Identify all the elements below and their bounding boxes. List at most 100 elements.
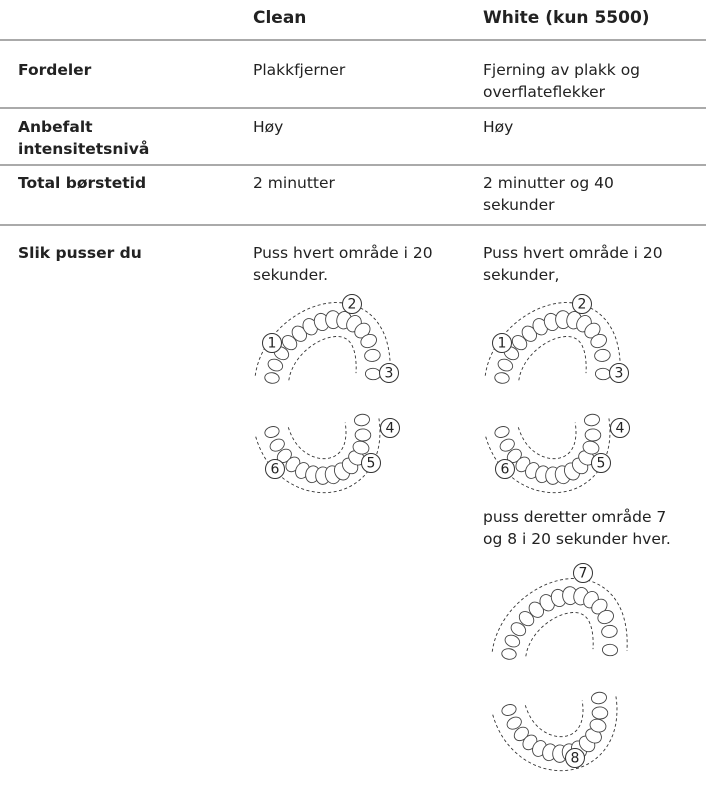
tooth (591, 691, 607, 705)
zone-marker (342, 294, 362, 314)
zone-marker (379, 363, 399, 383)
line: 2 minutter og 40 (483, 174, 614, 192)
zone-number: 7 (579, 566, 588, 582)
line: 2 minutter (253, 174, 335, 192)
teeth-diagram: 4 5 6 (485, 413, 630, 494)
zone-number: 6 (271, 462, 280, 478)
tooth (494, 426, 510, 438)
row-label: Slik pusser du (18, 244, 142, 262)
teeth-diagram: 7 (491, 563, 628, 660)
tooth (584, 413, 600, 427)
zone-outline (524, 700, 584, 738)
zone-outline (492, 695, 618, 772)
cell: Puss hvert område i 20 sekunder, (483, 242, 663, 286)
zone-outline (525, 612, 594, 657)
zone-outline (288, 336, 357, 381)
tooth (589, 718, 607, 733)
tooth (264, 372, 280, 384)
zone-number: 2 (578, 297, 587, 313)
zone-marker (380, 418, 400, 438)
zone-marker (361, 453, 381, 473)
zone-number: 5 (367, 456, 376, 472)
line: Fordeler (18, 61, 92, 79)
zone-marker (573, 563, 593, 583)
line: overflateflekker (483, 83, 606, 101)
tooth (364, 348, 381, 362)
tooth (518, 611, 535, 627)
zone-number: 1 (268, 336, 277, 352)
zone-marker (572, 294, 592, 314)
tooth (506, 716, 522, 730)
tooth (494, 372, 510, 384)
zone-number: 6 (501, 462, 510, 478)
zone-marker (591, 453, 611, 473)
cell: Høy (483, 116, 513, 138)
zone-marker (262, 333, 282, 353)
tooth (511, 335, 528, 351)
teeth-diagram: 1 2 3 (254, 294, 399, 384)
tooth (601, 624, 618, 638)
zone-marker (265, 459, 285, 479)
tooth (594, 367, 612, 381)
zone-outline (254, 302, 391, 376)
tooth (364, 367, 382, 381)
line: Fjerning av plakk og (483, 61, 641, 79)
row-label: Total børstetid (18, 172, 146, 194)
zone-number: 4 (616, 421, 625, 437)
zone-number: 2 (348, 297, 357, 313)
line: Puss hvert område i 20 (253, 244, 433, 262)
row-label: Fordeler (18, 59, 91, 81)
column-header: Clean (253, 8, 307, 28)
tooth (591, 706, 609, 720)
teeth-diagram: 1 2 3 (484, 294, 629, 384)
teeth-diagram: 4 5 6 (255, 413, 400, 494)
zone-number: 5 (597, 456, 606, 472)
zone-number: 4 (386, 421, 395, 437)
zone-outline (484, 302, 621, 376)
zone-outline (287, 422, 347, 460)
zone-number: 3 (615, 366, 624, 382)
tooth (501, 648, 517, 660)
tooth (594, 348, 611, 362)
cell: Høy (253, 116, 283, 138)
tooth (501, 704, 517, 716)
zone-outline (518, 336, 587, 381)
tooth (269, 438, 285, 452)
line: Høy (483, 118, 514, 136)
tooth (584, 428, 602, 442)
zone-marker (495, 459, 515, 479)
zone-outline (491, 578, 628, 652)
tooth (497, 358, 514, 372)
line: og 8 i 20 sekunder hver. (483, 530, 671, 548)
tooth (582, 440, 600, 455)
line: sekunder. (253, 266, 329, 284)
zone-outline (255, 417, 381, 494)
line: Høy (253, 118, 284, 136)
tooth (281, 335, 298, 351)
line: Total børstetid (18, 174, 147, 192)
line: intensitetsnivå (18, 140, 150, 158)
zone-marker (565, 748, 585, 768)
tooth (504, 634, 521, 648)
cell: puss deretter område 7 og 8 i 20 sekunder… (483, 506, 671, 550)
zone-number: 3 (385, 366, 394, 382)
line: sekunder, (483, 266, 560, 284)
cell: 2 minutter og 40 sekunder (483, 172, 614, 216)
cell: Fjerning av plakk og overflateflekker (483, 59, 640, 103)
cell: Plakkfjerner (253, 59, 345, 81)
line: Puss hvert område i 20 (483, 244, 663, 262)
teeth-diagram: 8 (492, 691, 618, 772)
line: Anbefalt (18, 118, 93, 136)
line: sekunder (483, 196, 555, 214)
zone-number: 8 (571, 751, 580, 767)
cell: 2 minutter (253, 172, 335, 194)
tooth (499, 438, 515, 452)
zone-outline (517, 422, 577, 460)
tooth (267, 358, 284, 372)
tooth (264, 426, 280, 438)
tooth (354, 413, 370, 427)
tooth (597, 609, 614, 625)
tooth (510, 622, 527, 637)
